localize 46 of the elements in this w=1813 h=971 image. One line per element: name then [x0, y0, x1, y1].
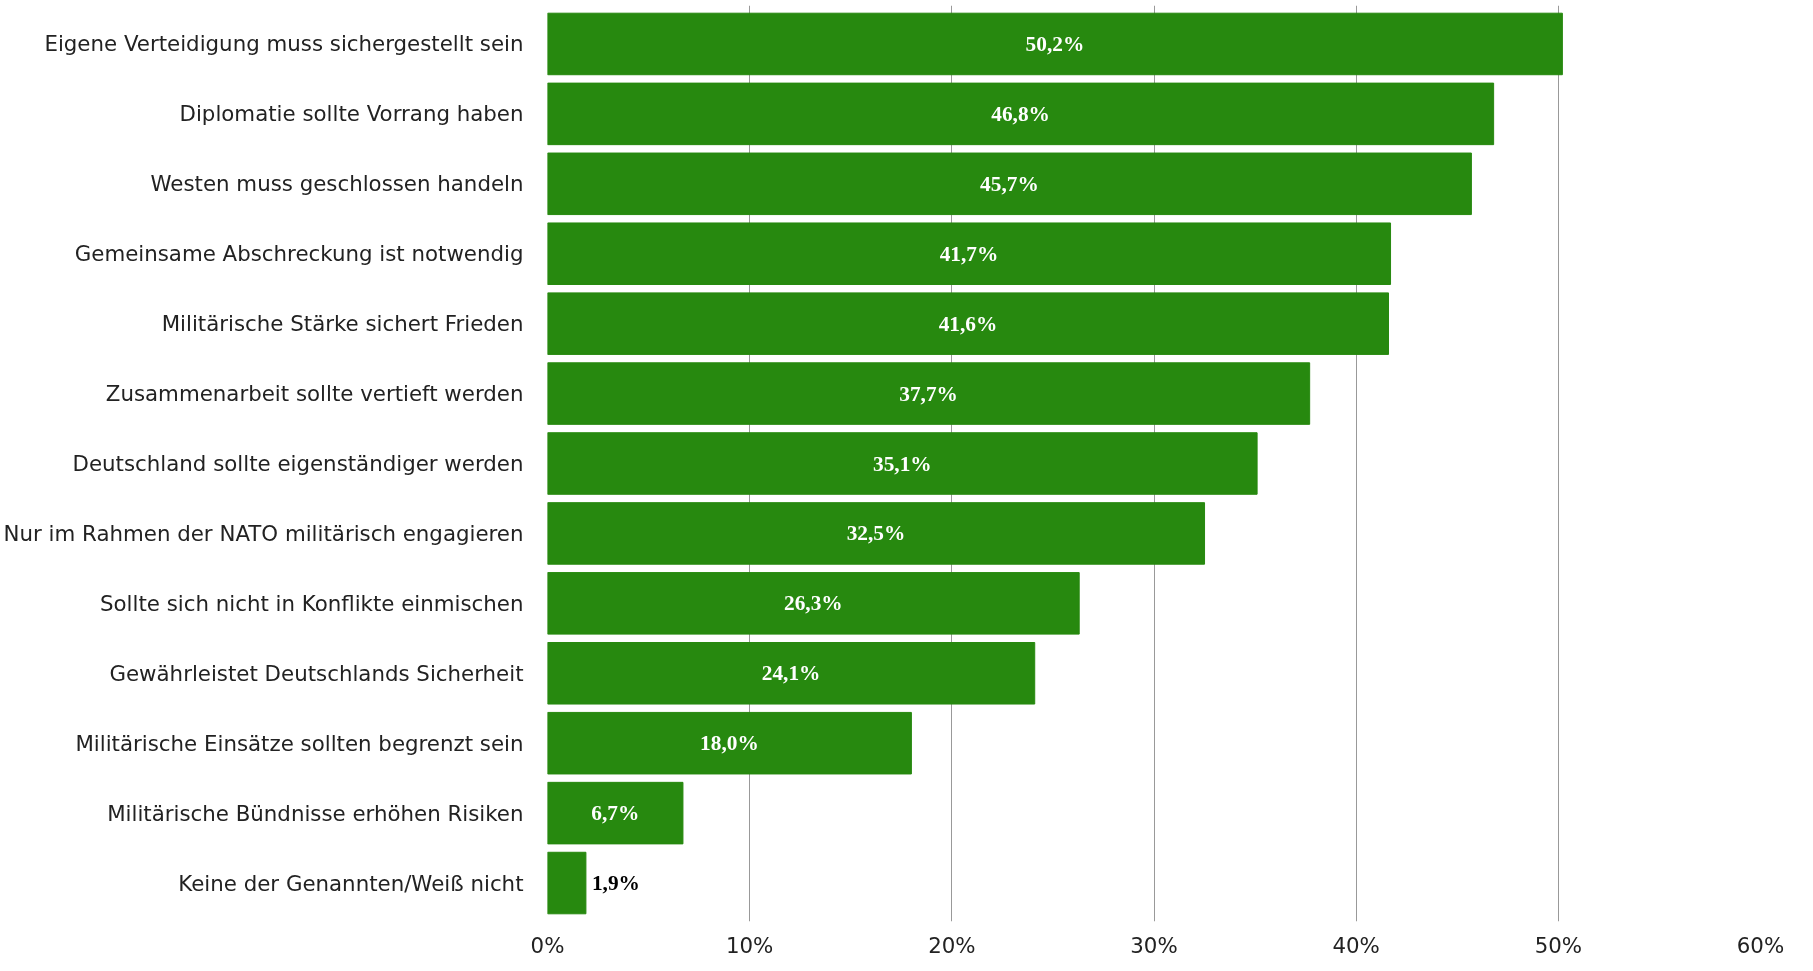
data-label: 1,9%	[591, 871, 640, 896]
bar	[547, 222, 1392, 285]
data-label: 18,0%	[700, 731, 759, 756]
x-tick-label: 30%	[1130, 932, 1178, 958]
y-tick-label: Diplomatie sollte Vorrang haben	[179, 101, 524, 127]
bar	[547, 12, 1563, 76]
bar	[547, 362, 1311, 425]
data-label: 35,1%	[872, 451, 932, 476]
x-tick-label: 0%	[530, 932, 565, 958]
y-tick-label: Gemeinsame Abschreckung ist notwendig	[74, 241, 524, 267]
y-tick-label: Zusammenarbeit sollte vertieft werden	[105, 381, 524, 407]
data-label: 24,1%	[761, 661, 821, 686]
bar	[547, 781, 684, 845]
data-label: 6,7%	[591, 801, 640, 826]
bar	[547, 572, 1080, 635]
y-tick-label: Nur im Rahmen der NATO militärisch engagieren	[3, 520, 524, 546]
x-tick-label: 20%	[928, 932, 976, 958]
bar	[547, 502, 1206, 565]
y-tick-label: Westen muss geschlossen handeln	[150, 171, 524, 197]
bar	[547, 152, 1472, 216]
x-tick-label: 10%	[725, 932, 774, 958]
x-tick-label: 60%	[1736, 932, 1785, 958]
bar	[547, 851, 587, 915]
data-label: 32,5%	[846, 521, 906, 546]
x-tick-label: 40%	[1332, 932, 1380, 958]
y-tick-label: Militärische Einsätze sollten begrenzt sein	[75, 730, 524, 756]
data-label: 41,6%	[938, 311, 998, 336]
x-tick-label: 50%	[1534, 932, 1583, 958]
bar	[547, 642, 1036, 705]
y-tick-label: Eigene Verteidigung muss sichergestellt sein	[44, 31, 524, 57]
bar	[547, 82, 1495, 146]
bar	[547, 292, 1390, 355]
bar	[547, 432, 1258, 495]
y-tick-label: Deutschland sollte eigenständiger werden	[72, 451, 524, 476]
y-tick-label: Sollte sich nicht in Konflikte einmischen	[99, 590, 524, 616]
data-label: 26,3%	[784, 591, 843, 616]
data-label: 41,7%	[939, 241, 999, 266]
bar	[547, 711, 912, 775]
y-tick-label: Keine der Genannten/Weiß nicht	[178, 870, 524, 896]
data-label: 46,8%	[991, 101, 1050, 126]
data-label: 45,7%	[980, 171, 1039, 196]
y-tick-label: Gewährleistet Deutschlands Sicherheit	[109, 660, 524, 686]
data-label: 37,7%	[899, 381, 958, 406]
y-tick-label: Militärische Stärke sichert Frieden	[161, 311, 524, 337]
data-label: 50,2%	[1025, 31, 1085, 56]
y-tick-label: Militärische Bündnisse erhöhen Risiken	[107, 800, 524, 826]
